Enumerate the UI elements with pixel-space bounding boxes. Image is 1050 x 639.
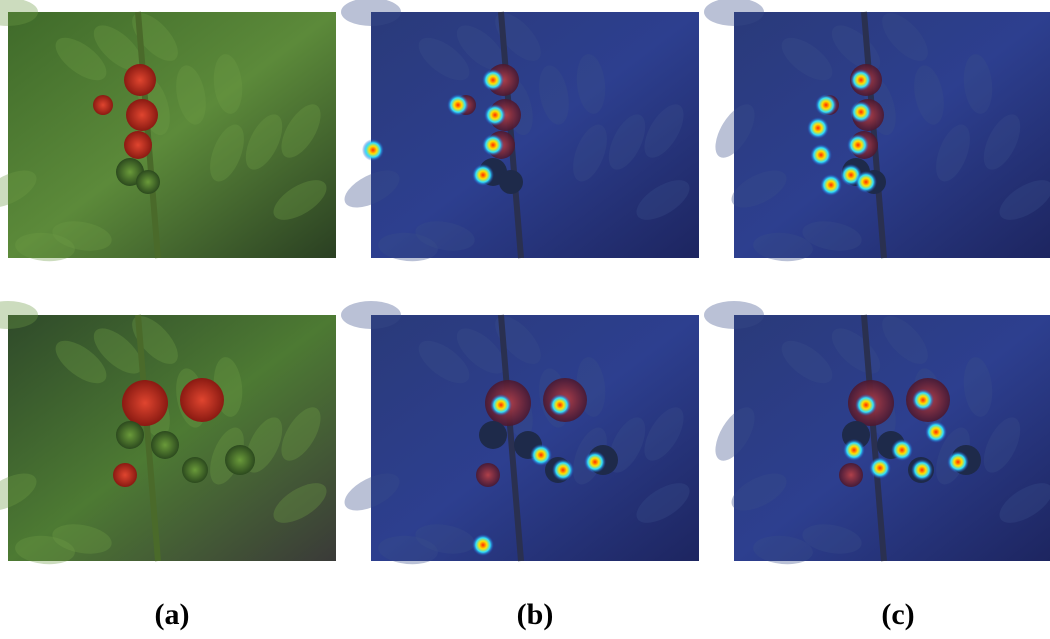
caption: (c) [881,598,914,631]
tomato [839,463,863,487]
heat-spot [484,104,506,126]
tomato [479,421,507,449]
heat-spot [843,439,865,461]
heat-spot [847,134,869,156]
heat-spot [869,457,891,479]
caption: (a) [155,598,190,631]
heat-spot [472,164,494,186]
heat-spot [912,389,934,411]
tomato [93,95,113,115]
heat-spot [891,439,913,461]
tomato [116,421,144,449]
heat-spot [820,174,842,196]
tomato [113,463,137,487]
heat-spot [850,69,872,91]
heat-spot [911,459,933,481]
heat-spot [947,451,969,473]
heat-spot [810,144,832,166]
tomato [180,378,224,422]
tomato [136,170,160,194]
heat-spot [362,139,384,161]
leaf [704,301,764,329]
figure: (a) (b) (c) [0,0,1050,639]
tomato [476,463,500,487]
heat-spot [482,69,504,91]
tomato [124,64,156,96]
heat-spot [447,94,469,116]
panels [0,0,1050,567]
heat-spot [855,171,877,193]
heat-spot [850,101,872,123]
tomato [225,445,255,475]
caption: (b) [517,598,554,631]
tomato [122,380,168,426]
heat-spot [584,451,606,473]
heat-spot [552,459,574,481]
tomato [151,431,179,459]
heat-spot [472,534,494,556]
heat-spot [482,134,504,156]
heat-spot [815,94,837,116]
tomato [124,131,152,159]
heat-spot [549,394,571,416]
heat-spot [807,117,829,139]
heat-spot [925,421,947,443]
heat-spot [855,394,877,416]
tomato [182,457,208,483]
leaf [341,301,401,329]
tomato [126,99,158,131]
heat-spot [530,444,552,466]
tomato [499,170,523,194]
heat-spot [490,394,512,416]
